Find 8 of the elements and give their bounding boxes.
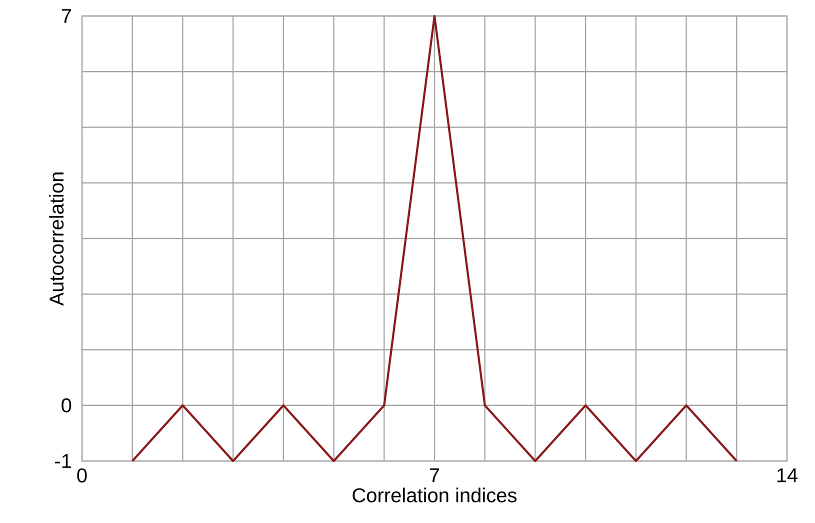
y-tick-label: 0 bbox=[62, 398, 72, 412]
x-axis-title: Correlation indices bbox=[352, 488, 517, 502]
x-tick-label: 14 bbox=[777, 468, 798, 482]
y-tick-label: -1 bbox=[55, 454, 71, 468]
x-tick-label: 7 bbox=[430, 468, 440, 482]
y-tick-label: 7 bbox=[62, 9, 71, 23]
y-axis-title: Autocorrelation bbox=[49, 172, 64, 306]
x-tick-label: 0 bbox=[77, 468, 87, 483]
